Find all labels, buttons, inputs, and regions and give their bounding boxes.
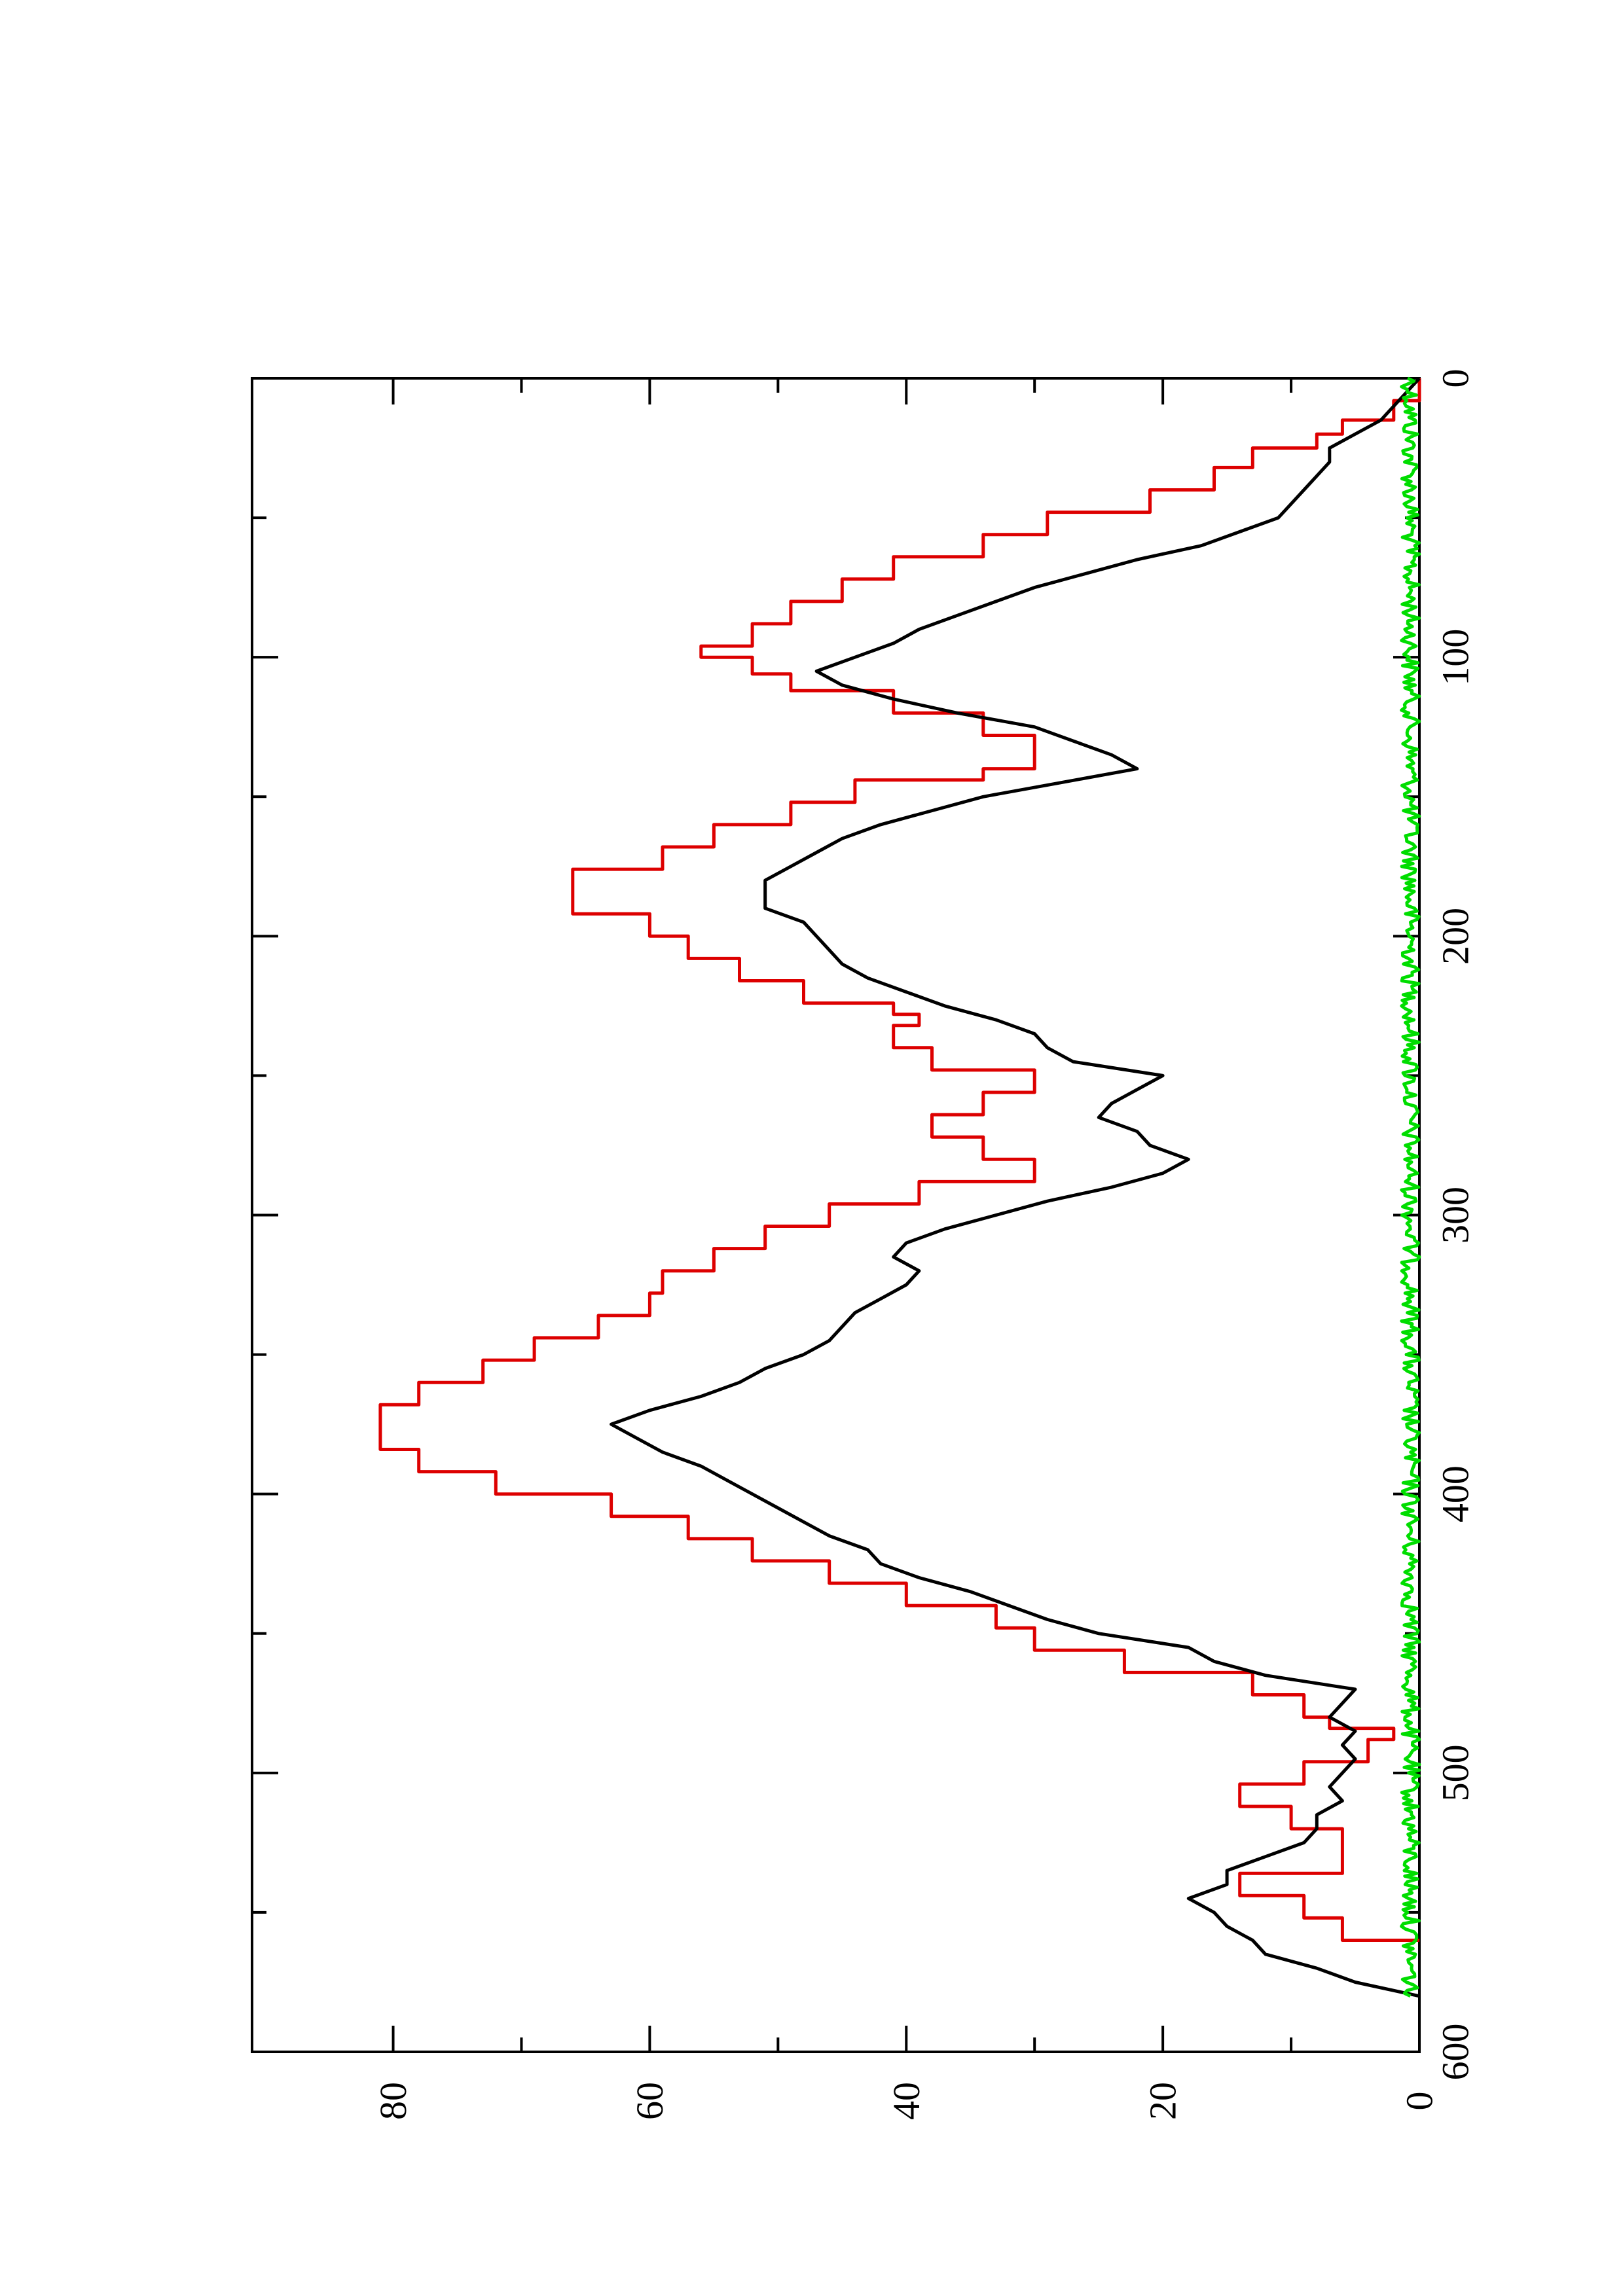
series-line-2 [610, 377, 1421, 1998]
x-tick-label: 100 [1434, 629, 1477, 686]
x-tick-label: 200 [1434, 908, 1477, 965]
x-tick-label: 0 [1434, 369, 1477, 388]
y-tick-label: 40 [885, 2082, 928, 2120]
x-tick-label: 600 [1434, 2024, 1477, 2081]
series-line-1 [378, 378, 1421, 1942]
y-tick-label: 80 [372, 2082, 414, 2120]
x-tick-label: 400 [1434, 1465, 1477, 1522]
y-tick-label: 0 [1398, 2092, 1441, 2111]
plot-frame [251, 377, 1421, 2053]
y-tick-label: 60 [629, 2082, 671, 2120]
series-line-3 [1400, 376, 1421, 1998]
x-tick-label: 500 [1434, 1744, 1477, 1801]
axis-ticks [252, 377, 1421, 2053]
y-tick-label: 20 [1142, 2082, 1184, 2120]
data-series [378, 376, 1421, 1998]
x-tick-label: 300 [1434, 1187, 1477, 1244]
axis-tick-labels: 0 100 200 300 400 500 600 0 20 40 60 80 [372, 369, 1476, 2121]
